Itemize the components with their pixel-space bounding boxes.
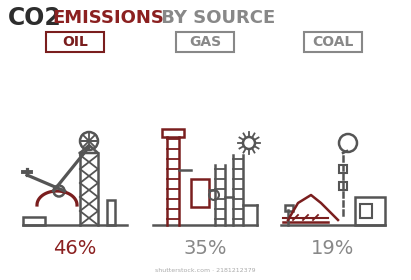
Bar (162, 129, 184, 137)
Text: shutterstock.com · 2181212379: shutterstock.com · 2181212379 (155, 267, 255, 272)
Bar (304, 32, 362, 52)
Text: 19%: 19% (311, 239, 355, 258)
Bar (339, 165, 347, 173)
Text: CO2: CO2 (8, 6, 62, 30)
Text: 46%: 46% (53, 239, 97, 258)
Bar (176, 32, 234, 52)
Bar (339, 182, 347, 190)
Bar (285, 205, 293, 211)
Text: COAL: COAL (312, 35, 354, 49)
Bar (46, 32, 104, 52)
Bar (23, 217, 45, 225)
Bar (355, 197, 385, 225)
Text: 35%: 35% (183, 239, 227, 258)
Bar (360, 204, 372, 218)
Bar (191, 179, 209, 207)
Bar (107, 200, 115, 225)
Text: OIL: OIL (62, 35, 88, 49)
Text: GAS: GAS (189, 35, 221, 49)
Text: EMISSIONS: EMISSIONS (52, 9, 164, 27)
Text: BY SOURCE: BY SOURCE (155, 9, 275, 27)
